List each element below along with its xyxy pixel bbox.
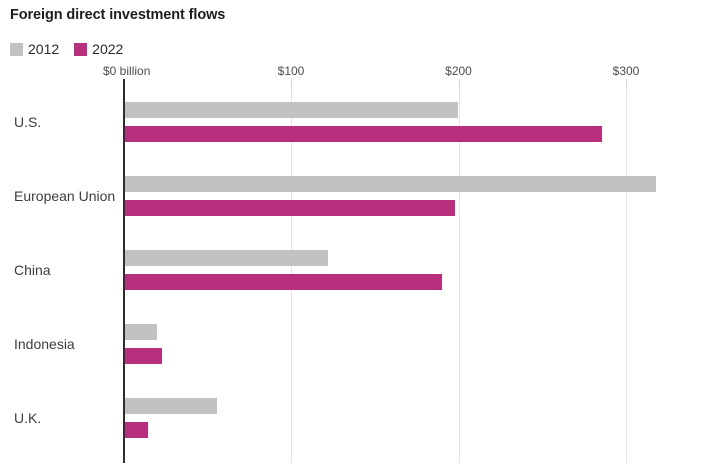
- gridline: [626, 90, 627, 463]
- bar-2012-u-s: [125, 102, 458, 118]
- x-axis-label: $200: [445, 64, 472, 78]
- chart-title: Foreign direct investment flows: [10, 7, 226, 23]
- bar-2022-china: [125, 274, 442, 290]
- bar-2012-china: [125, 250, 328, 266]
- bar-2012-u-k: [125, 398, 217, 414]
- legend-item-2022: 2022: [74, 41, 123, 57]
- bar-2022-u-k: [125, 422, 148, 438]
- x-axis-label: $100: [277, 64, 305, 78]
- legend-item-2012: 2012: [10, 41, 59, 57]
- category-label: European Union: [14, 188, 116, 204]
- y-axis-zero-line: [123, 79, 125, 463]
- category-label: U.K.: [14, 410, 42, 426]
- category-label: U.S.: [14, 114, 42, 130]
- legend-label-2022: 2022: [92, 41, 124, 57]
- x-axis-label: $300: [612, 64, 640, 78]
- bar-2022-u-s: [125, 126, 602, 142]
- bar-2012-european-union: [125, 176, 656, 192]
- bar-2012-indonesia: [125, 324, 157, 340]
- x-axis-tick: [626, 79, 627, 90]
- bar-2022-indonesia: [125, 348, 162, 364]
- x-axis-tick: [123, 79, 125, 90]
- x-axis-tick: [291, 79, 292, 90]
- legend-swatch-2012: [10, 42, 23, 56]
- x-axis-tick: [458, 79, 460, 90]
- legend-swatch-2022: [74, 42, 88, 56]
- category-label: China: [14, 262, 51, 278]
- bar-2022-european-union: [125, 200, 455, 216]
- legend-label-2012: 2012: [28, 41, 60, 57]
- gridline: [458, 90, 460, 463]
- category-label: Indonesia: [14, 336, 75, 352]
- x-axis-label: $0 billion: [103, 64, 151, 78]
- chart-legend: 2012 2022: [10, 41, 138, 57]
